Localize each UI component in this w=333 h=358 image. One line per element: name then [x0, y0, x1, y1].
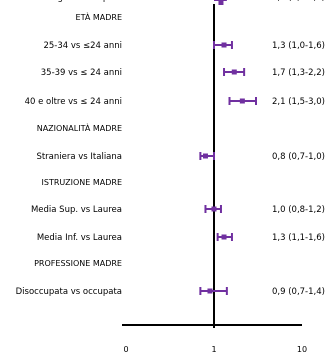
- section-label: ETÀ MADRE: [76, 11, 122, 22]
- value-label: 1,2 (1,0-1,4): [272, 0, 325, 3]
- axis-layer: [122, 4, 302, 328]
- x-tick-label: 1: [211, 345, 216, 354]
- value-label: 1,7 (1,3-2,2): [272, 68, 325, 78]
- row-label: Straniera vs Italiana: [36, 152, 122, 162]
- value-label: 1,3 (1,1-1,6): [272, 233, 325, 243]
- point-estimate: [231, 69, 237, 75]
- x-tick-label: 0: [123, 345, 128, 354]
- point-estimate: [239, 98, 245, 104]
- section-label: ISTRUZIONE MADRE: [42, 178, 122, 187]
- section-label: PROFESSIONE MADRE: [34, 259, 122, 268]
- x-axis-ticks: 0 1 10: [123, 345, 307, 354]
- point-estimate: [221, 42, 227, 48]
- point-estimate: [218, 0, 224, 5]
- row-label: 35-39 vs ≤ 24 anni: [41, 68, 122, 78]
- value-label: 1,3 (1,0-1,6): [272, 41, 325, 51]
- rows-layer: ETÀ MADRE 25-34 vs ≤24 anni 1,3 (1,0-1,6) 3…: [16, 0, 325, 297]
- row-label: Disoccupata vs occupata: [16, 287, 122, 297]
- point-estimate: [211, 206, 217, 212]
- value-label: 0,9 (0,7-1,4): [272, 287, 325, 297]
- row-label: Media Inf. vs Laurea: [37, 233, 122, 243]
- value-label: 1,0 (0,8-1,2): [272, 205, 325, 215]
- point-estimate: [221, 234, 227, 240]
- row-label: Media Sup. vs Laurea: [31, 205, 122, 215]
- point-estimate: [207, 288, 213, 294]
- row-label: 40 e oltre vs ≤ 24 anni: [25, 97, 122, 107]
- x-tick-label: 10: [297, 345, 307, 354]
- row-label: 25-34 vs ≤24 anni: [43, 41, 122, 51]
- point-estimate: [202, 153, 208, 159]
- section-label: NAZIONALITÀ MADRE: [37, 122, 122, 133]
- row-label: Casalinga vs occupata: [27, 0, 122, 3]
- value-label: 2,1 (1,5-3,0): [272, 97, 325, 107]
- value-label: 0,8 (0,7-1,0): [272, 152, 325, 162]
